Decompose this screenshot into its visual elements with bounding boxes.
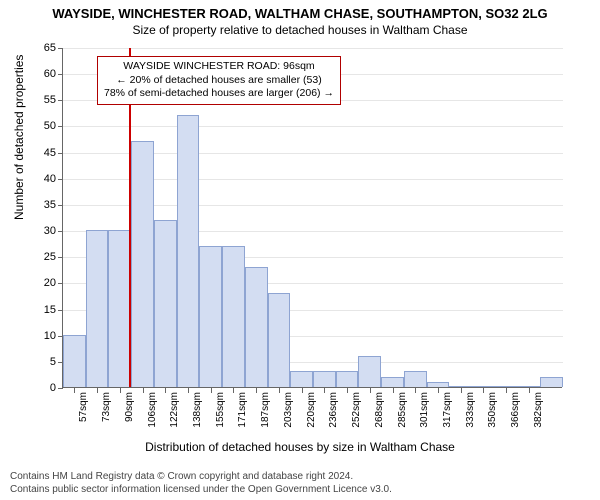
histogram-bar [131, 141, 154, 387]
histogram-bar [86, 230, 109, 387]
annotation-line2: ← 20% of detached houses are smaller (53… [104, 74, 334, 88]
ytick-label: 10 [26, 330, 56, 342]
histogram-bar [449, 386, 472, 387]
xtick-label: 138sqm [192, 392, 203, 428]
ytick-label: 50 [26, 120, 56, 132]
histogram-bar [358, 356, 381, 387]
xtick-label: 73sqm [101, 392, 112, 422]
histogram-bar [404, 371, 427, 387]
plot-region: 0510152025303540455055606557sqm73sqm90sq… [62, 48, 562, 388]
xtick-label: 301sqm [419, 392, 430, 428]
histogram-bar [472, 386, 495, 387]
histogram-bar [177, 115, 200, 387]
xtick-label: 317sqm [442, 392, 453, 428]
histogram-bar [63, 335, 86, 387]
chart-area: 0510152025303540455055606557sqm73sqm90sq… [62, 48, 562, 388]
xtick-label: 382sqm [533, 392, 544, 428]
histogram-bar [290, 371, 313, 387]
histogram-bar [154, 220, 177, 387]
histogram-bar [268, 293, 291, 387]
xtick-label: 366sqm [510, 392, 521, 428]
xtick-label: 285sqm [397, 392, 408, 428]
xtick-label: 268sqm [374, 392, 385, 428]
ytick-label: 25 [26, 251, 56, 263]
annotation-line3: 78% of semi-detached houses are larger (… [104, 87, 334, 101]
xtick-label: 350sqm [487, 392, 498, 428]
xtick-label: 90sqm [124, 392, 135, 422]
ytick-label: 35 [26, 199, 56, 211]
footer-line-1: Contains HM Land Registry data © Crown c… [10, 471, 392, 484]
annotation-box: WAYSIDE WINCHESTER ROAD: 96sqm← 20% of d… [97, 56, 341, 105]
ytick-label: 65 [26, 42, 56, 54]
histogram-bar [336, 371, 359, 387]
title-line-1: WAYSIDE, WINCHESTER ROAD, WALTHAM CHASE,… [10, 6, 590, 21]
histogram-bar [313, 371, 336, 387]
xtick-label: 333sqm [465, 392, 476, 428]
x-axis-label: Distribution of detached houses by size … [0, 440, 600, 454]
histogram-bar [381, 377, 404, 387]
histogram-bar [518, 386, 541, 387]
xtick-label: 220sqm [306, 392, 317, 428]
ytick-label: 45 [26, 147, 56, 159]
xtick-label: 187sqm [260, 392, 271, 428]
histogram-bar [199, 246, 222, 387]
ytick-label: 20 [26, 277, 56, 289]
xtick-label: 155sqm [215, 392, 226, 428]
ytick-label: 15 [26, 304, 56, 316]
ytick-label: 40 [26, 173, 56, 185]
footer-line-2: Contains public sector information licen… [10, 484, 392, 497]
xtick-label: 171sqm [237, 392, 248, 428]
histogram-bar [427, 382, 450, 387]
y-axis-label: Number of detached properties [12, 55, 26, 220]
xtick-label: 122sqm [169, 392, 180, 428]
histogram-bar [222, 246, 245, 387]
histogram-bar [540, 377, 563, 387]
ytick-label: 5 [26, 356, 56, 368]
footer-attribution: Contains HM Land Registry data © Crown c… [10, 471, 392, 496]
chart-title-block: WAYSIDE, WINCHESTER ROAD, WALTHAM CHASE,… [0, 0, 600, 39]
ytick-label: 60 [26, 68, 56, 80]
xtick-label: 236sqm [328, 392, 339, 428]
xtick-label: 57sqm [78, 392, 89, 422]
ytick-label: 55 [26, 94, 56, 106]
xtick-label: 203sqm [283, 392, 294, 428]
annotation-line1: WAYSIDE WINCHESTER ROAD: 96sqm [104, 60, 334, 74]
ytick-label: 30 [26, 225, 56, 237]
xtick-label: 252sqm [351, 392, 362, 428]
histogram-bar [245, 267, 268, 387]
histogram-bar [495, 386, 518, 387]
title-line-2: Size of property relative to detached ho… [10, 23, 590, 37]
ytick-label: 0 [26, 382, 56, 394]
xtick-label: 106sqm [147, 392, 158, 428]
